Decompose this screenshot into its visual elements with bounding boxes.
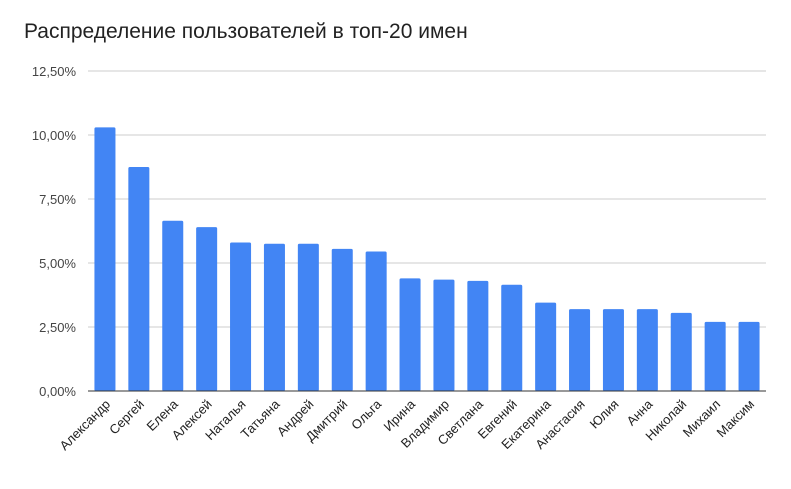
bar (196, 227, 218, 391)
x-tick-label: Максим (714, 396, 758, 440)
bar (602, 309, 624, 391)
chart-title: Распределение пользователей в топ-20 име… (24, 20, 468, 43)
y-tick-label: 10,00% (32, 128, 77, 143)
bar (704, 321, 726, 391)
bar (636, 309, 658, 391)
bar (535, 302, 557, 391)
bar (399, 278, 421, 391)
bar (501, 284, 523, 391)
y-tick-label: 0,00% (39, 384, 76, 399)
y-tick-label: 5,00% (39, 256, 76, 271)
bar (297, 243, 319, 391)
bar (230, 242, 252, 391)
x-tick-label: Юлия (587, 397, 622, 432)
y-tick-label: 12,50% (32, 64, 77, 79)
y-tick-label: 7,50% (39, 192, 76, 207)
bar (467, 280, 489, 391)
x-tick-label: Ольга (348, 396, 385, 433)
bar (162, 220, 184, 391)
bars (94, 127, 760, 391)
bar (263, 243, 285, 391)
bar (738, 321, 760, 391)
bar (433, 279, 455, 391)
bar (569, 309, 591, 391)
x-axis-category-labels: АлександрСергейЕленаАлексейНатальяТатьян… (56, 396, 757, 453)
bar (365, 251, 387, 391)
bar (94, 127, 116, 391)
bar (670, 312, 692, 391)
x-tick-label: Татьяна (238, 396, 283, 441)
y-axis-tick-labels: 0,00% 2,50% 5,00% 7,50% 10,00% 12,50% (32, 64, 77, 399)
gridlines (88, 70, 766, 328)
bar (128, 167, 150, 391)
x-tick-label: Сергей (106, 397, 147, 438)
y-tick-label: 2,50% (39, 320, 76, 335)
bar (331, 248, 353, 391)
x-tick-label: Александр (56, 397, 113, 454)
